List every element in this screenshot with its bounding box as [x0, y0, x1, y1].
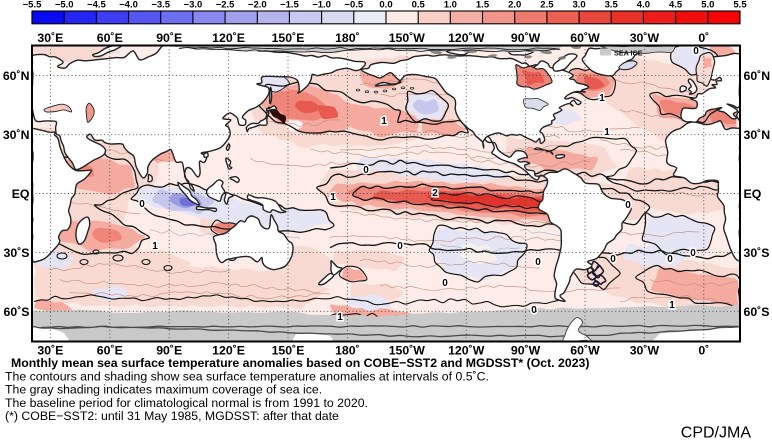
svg-text:0: 0 — [531, 305, 537, 316]
svg-text:60˚W: 60˚W — [570, 344, 600, 358]
svg-text:The baseline period for climat: The baseline period for climatological n… — [5, 396, 368, 410]
svg-text:120˚W: 120˚W — [448, 344, 485, 358]
svg-text:30˚W: 30˚W — [630, 31, 660, 45]
svg-text:30˚E: 30˚E — [37, 344, 63, 358]
svg-text:0˚: 0˚ — [698, 31, 709, 45]
svg-text:0: 0 — [610, 254, 616, 265]
svg-text:0: 0 — [442, 278, 448, 289]
svg-text:5.0: 5.0 — [701, 0, 714, 11]
svg-text:−3.0: −3.0 — [184, 0, 203, 11]
svg-text:90˚W: 90˚W — [511, 31, 541, 45]
svg-text:Monthly mean sea surface tempe: Monthly mean sea surface temperature ano… — [11, 356, 589, 370]
svg-text:1.5: 1.5 — [476, 0, 490, 11]
svg-text:60˚N: 60˚N — [3, 69, 30, 83]
svg-text:0: 0 — [625, 200, 631, 211]
svg-text:1.0: 1.0 — [444, 0, 457, 11]
svg-text:0: 0 — [535, 257, 541, 268]
svg-text:0.5: 0.5 — [412, 0, 426, 11]
svg-text:The contours and shading show: The contours and shading show sea surfac… — [5, 369, 489, 383]
svg-text:2.5: 2.5 — [540, 0, 554, 11]
svg-text:180˚: 180˚ — [335, 344, 360, 358]
svg-text:0˚: 0˚ — [698, 344, 709, 358]
svg-text:The gray shading indicates max: The gray shading indicates maximum cover… — [5, 383, 322, 397]
svg-text:−1.5: −1.5 — [280, 0, 299, 11]
svg-text:60˚E: 60˚E — [97, 31, 123, 45]
svg-text:−0.5: −0.5 — [344, 0, 363, 11]
svg-text:30˚N: 30˚N — [744, 128, 771, 142]
svg-text:0: 0 — [667, 254, 673, 265]
svg-text:EQ: EQ — [12, 187, 30, 201]
svg-text:1: 1 — [330, 192, 336, 203]
svg-text:0: 0 — [397, 241, 403, 252]
svg-text:0: 0 — [693, 46, 699, 57]
svg-text:1: 1 — [604, 127, 610, 138]
svg-text:60˚S: 60˚S — [744, 305, 770, 319]
svg-text:60˚E: 60˚E — [97, 344, 123, 358]
svg-text:−4.0: −4.0 — [119, 0, 138, 11]
svg-text:180˚: 180˚ — [335, 31, 360, 45]
svg-text:−2.5: −2.5 — [216, 0, 235, 11]
svg-text:2.0: 2.0 — [508, 0, 521, 11]
svg-text:4.5: 4.5 — [669, 0, 683, 11]
svg-text:120˚E: 120˚E — [212, 344, 245, 358]
svg-text:30˚W: 30˚W — [630, 344, 660, 358]
svg-text:60˚W: 60˚W — [570, 31, 600, 45]
svg-text:−5.0: −5.0 — [55, 0, 74, 11]
svg-text:CPD/JMA: CPD/JMA — [681, 425, 752, 440]
svg-text:30˚E: 30˚E — [37, 31, 63, 45]
svg-text:−1.0: −1.0 — [312, 0, 331, 11]
svg-text:−5.5: −5.5 — [23, 0, 42, 11]
svg-text:1: 1 — [337, 312, 343, 323]
svg-text:4.0: 4.0 — [637, 0, 650, 11]
svg-text:150˚E: 150˚E — [272, 31, 305, 45]
svg-text:30˚S: 30˚S — [4, 246, 30, 260]
svg-text:1: 1 — [381, 116, 387, 127]
svg-text:0.0: 0.0 — [379, 0, 392, 11]
svg-text:−2.0: −2.0 — [248, 0, 267, 11]
svg-text:5.5: 5.5 — [733, 0, 747, 11]
svg-text:1: 1 — [152, 241, 158, 252]
svg-text:SEA ICE: SEA ICE — [614, 49, 643, 58]
svg-text:90˚E: 90˚E — [156, 344, 182, 358]
svg-text:−3.5: −3.5 — [151, 0, 170, 11]
svg-text:60˚N: 60˚N — [744, 69, 771, 83]
svg-text:90˚E: 90˚E — [156, 31, 182, 45]
svg-text:1: 1 — [669, 300, 675, 311]
svg-text:0: 0 — [363, 165, 369, 176]
svg-text:30˚N: 30˚N — [3, 128, 30, 142]
svg-text:150˚E: 150˚E — [272, 344, 305, 358]
svg-text:−4.5: −4.5 — [87, 0, 106, 11]
svg-text:120˚E: 120˚E — [212, 31, 245, 45]
svg-text:0: 0 — [139, 199, 145, 210]
svg-text:60˚S: 60˚S — [4, 305, 30, 319]
svg-text:150˚W: 150˚W — [389, 31, 426, 45]
svg-text:120˚W: 120˚W — [448, 31, 485, 45]
svg-text:(*) COBE−SST2: until 31 May 19: (*) COBE−SST2: until 31 May 1985, MGDSST… — [5, 409, 339, 423]
svg-text:3.0: 3.0 — [572, 0, 585, 11]
svg-text:90˚W: 90˚W — [511, 344, 541, 358]
svg-text:3.5: 3.5 — [605, 0, 619, 11]
svg-text:30˚S: 30˚S — [744, 246, 770, 260]
svg-text:0: 0 — [690, 248, 696, 259]
svg-text:150˚W: 150˚W — [389, 344, 426, 358]
svg-text:EQ: EQ — [744, 187, 762, 201]
svg-text:1: 1 — [599, 93, 605, 104]
